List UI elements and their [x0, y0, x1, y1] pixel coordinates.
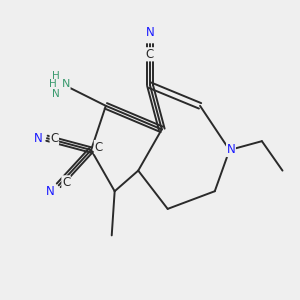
- Text: N: N: [146, 26, 154, 39]
- Text: H: H: [52, 71, 60, 81]
- Text: N: N: [52, 89, 60, 99]
- Text: C: C: [146, 48, 154, 61]
- Text: C: C: [62, 176, 70, 189]
- Text: N: N: [46, 185, 54, 198]
- Text: C: C: [94, 141, 103, 154]
- Text: N: N: [226, 143, 235, 157]
- Text: N: N: [34, 132, 43, 145]
- Text: C: C: [50, 132, 58, 145]
- Text: N: N: [62, 79, 70, 89]
- Text: H: H: [50, 79, 57, 89]
